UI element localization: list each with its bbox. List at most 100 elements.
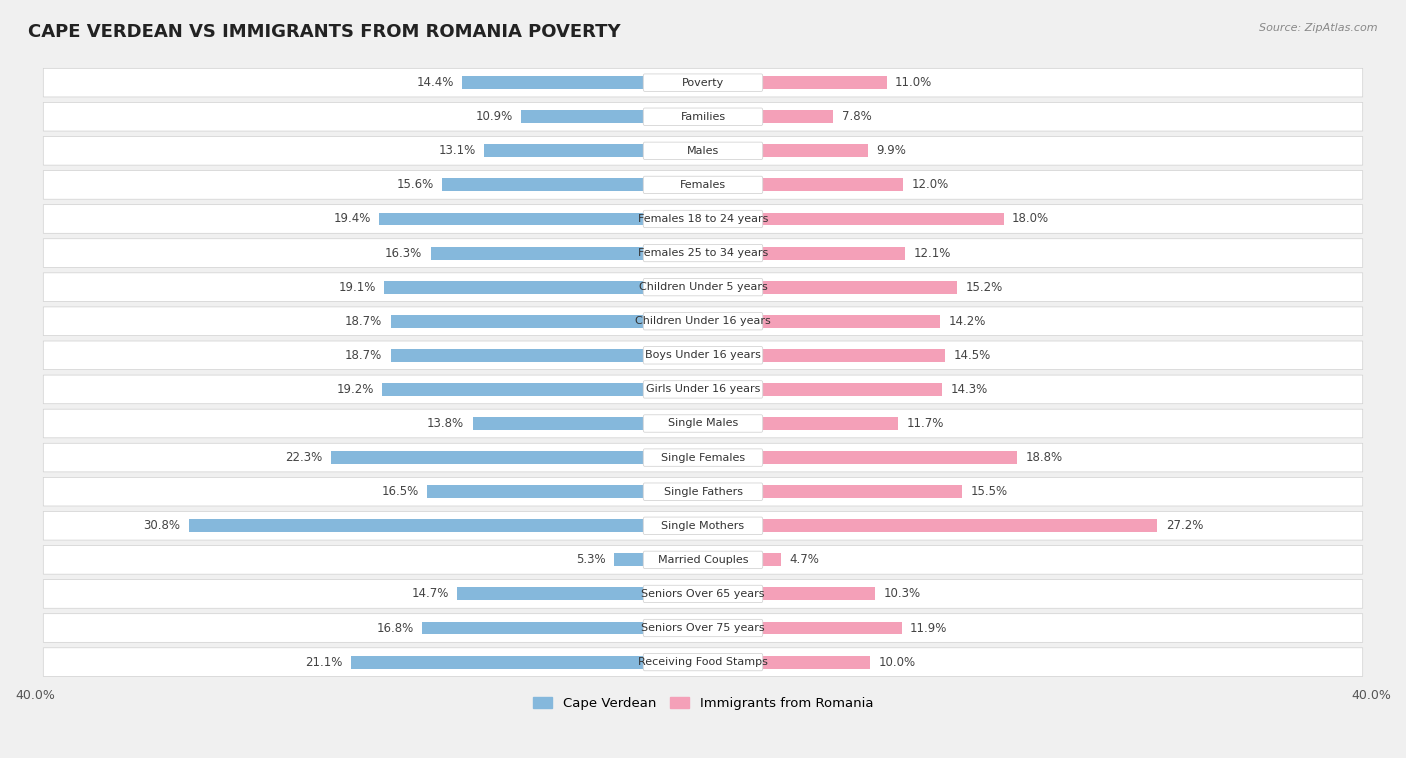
FancyBboxPatch shape	[643, 176, 763, 193]
Bar	[703, 315, 941, 327]
FancyBboxPatch shape	[643, 244, 763, 262]
Text: 16.5%: 16.5%	[382, 485, 419, 498]
Bar	[384, 280, 703, 293]
Bar	[614, 553, 703, 566]
FancyBboxPatch shape	[44, 375, 1362, 404]
Text: 9.9%: 9.9%	[877, 144, 907, 158]
Bar	[457, 587, 703, 600]
FancyBboxPatch shape	[44, 102, 1362, 131]
Text: 11.9%: 11.9%	[910, 622, 948, 634]
Bar	[703, 587, 875, 600]
Bar	[703, 485, 962, 498]
Text: Children Under 5 years: Children Under 5 years	[638, 282, 768, 292]
FancyBboxPatch shape	[44, 546, 1362, 574]
Text: 15.2%: 15.2%	[965, 280, 1002, 293]
Text: 10.0%: 10.0%	[879, 656, 915, 669]
FancyBboxPatch shape	[643, 653, 763, 671]
FancyBboxPatch shape	[44, 409, 1362, 438]
Text: 21.1%: 21.1%	[305, 656, 342, 669]
Bar	[472, 417, 703, 430]
Text: Single Males: Single Males	[668, 418, 738, 428]
FancyBboxPatch shape	[643, 346, 763, 364]
Bar	[703, 246, 905, 259]
FancyBboxPatch shape	[643, 483, 763, 500]
FancyBboxPatch shape	[44, 614, 1362, 642]
Text: 19.1%: 19.1%	[339, 280, 375, 293]
Text: Source: ZipAtlas.com: Source: ZipAtlas.com	[1260, 23, 1378, 33]
Bar	[703, 76, 887, 89]
FancyBboxPatch shape	[44, 512, 1362, 540]
Text: CAPE VERDEAN VS IMMIGRANTS FROM ROMANIA POVERTY: CAPE VERDEAN VS IMMIGRANTS FROM ROMANIA …	[28, 23, 620, 41]
FancyBboxPatch shape	[44, 239, 1362, 268]
Text: Males: Males	[688, 146, 718, 156]
Text: Seniors Over 65 years: Seniors Over 65 years	[641, 589, 765, 599]
Bar	[703, 212, 1004, 225]
FancyBboxPatch shape	[44, 273, 1362, 302]
Bar	[703, 622, 901, 634]
FancyBboxPatch shape	[643, 142, 763, 159]
Text: 19.2%: 19.2%	[336, 383, 374, 396]
FancyBboxPatch shape	[643, 108, 763, 125]
Bar	[422, 622, 703, 634]
FancyBboxPatch shape	[643, 551, 763, 568]
Bar	[522, 110, 703, 124]
Text: Females: Females	[681, 180, 725, 190]
FancyBboxPatch shape	[643, 449, 763, 466]
Text: 18.7%: 18.7%	[344, 315, 382, 327]
Bar	[703, 451, 1017, 464]
Text: 11.0%: 11.0%	[896, 76, 932, 89]
FancyBboxPatch shape	[44, 136, 1362, 165]
Text: Families: Families	[681, 111, 725, 122]
Text: Females 25 to 34 years: Females 25 to 34 years	[638, 248, 768, 258]
FancyBboxPatch shape	[643, 210, 763, 227]
Bar	[463, 76, 703, 89]
Text: 16.3%: 16.3%	[385, 246, 422, 259]
Text: 14.3%: 14.3%	[950, 383, 987, 396]
Bar	[703, 178, 904, 191]
FancyBboxPatch shape	[643, 517, 763, 534]
Bar	[703, 144, 869, 157]
Text: Boys Under 16 years: Boys Under 16 years	[645, 350, 761, 360]
FancyBboxPatch shape	[643, 585, 763, 603]
Bar	[350, 656, 703, 669]
Text: 16.8%: 16.8%	[377, 622, 413, 634]
Bar	[382, 383, 703, 396]
FancyBboxPatch shape	[643, 278, 763, 296]
Bar	[391, 315, 703, 327]
Text: Seniors Over 75 years: Seniors Over 75 years	[641, 623, 765, 633]
FancyBboxPatch shape	[643, 312, 763, 330]
Legend: Cape Verdean, Immigrants from Romania: Cape Verdean, Immigrants from Romania	[527, 691, 879, 715]
FancyBboxPatch shape	[44, 205, 1362, 233]
Text: 10.9%: 10.9%	[475, 110, 513, 124]
Bar	[703, 519, 1157, 532]
Bar	[188, 519, 703, 532]
Text: Girls Under 16 years: Girls Under 16 years	[645, 384, 761, 394]
Text: 10.3%: 10.3%	[883, 587, 921, 600]
Text: 27.2%: 27.2%	[1166, 519, 1204, 532]
FancyBboxPatch shape	[44, 171, 1362, 199]
Bar	[703, 553, 782, 566]
Text: 14.4%: 14.4%	[416, 76, 454, 89]
Text: 11.7%: 11.7%	[907, 417, 945, 430]
FancyBboxPatch shape	[44, 648, 1362, 676]
Bar	[427, 485, 703, 498]
Text: 7.8%: 7.8%	[842, 110, 872, 124]
Text: 4.7%: 4.7%	[790, 553, 820, 566]
FancyBboxPatch shape	[643, 381, 763, 398]
Bar	[430, 246, 703, 259]
Bar	[380, 212, 703, 225]
Bar	[443, 178, 703, 191]
Bar	[391, 349, 703, 362]
Bar	[330, 451, 703, 464]
FancyBboxPatch shape	[643, 415, 763, 432]
Text: Single Females: Single Females	[661, 453, 745, 462]
FancyBboxPatch shape	[643, 619, 763, 637]
Text: Married Couples: Married Couples	[658, 555, 748, 565]
Text: 13.8%: 13.8%	[427, 417, 464, 430]
Text: Children Under 16 years: Children Under 16 years	[636, 316, 770, 326]
Text: 14.5%: 14.5%	[953, 349, 991, 362]
FancyBboxPatch shape	[44, 307, 1362, 336]
FancyBboxPatch shape	[643, 74, 763, 91]
Text: 18.7%: 18.7%	[344, 349, 382, 362]
Text: Single Mothers: Single Mothers	[661, 521, 745, 531]
